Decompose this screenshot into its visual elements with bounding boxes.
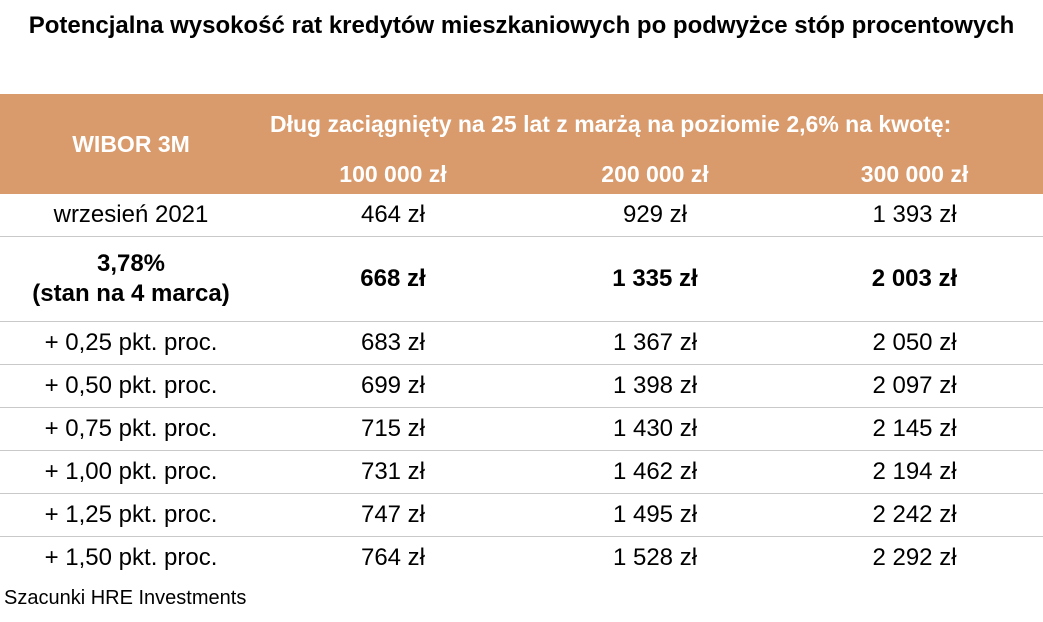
table-cell: 2 292 zł bbox=[786, 536, 1043, 579]
table-header: WIBOR 3M Dług zaciągnięty na 25 lat z ma… bbox=[0, 94, 1043, 194]
row-label-line: + 0,50 pkt. proc. bbox=[44, 372, 218, 399]
table-cell: 2 145 zł bbox=[786, 407, 1043, 451]
row-header-wibor: WIBOR 3M bbox=[0, 94, 262, 194]
table-cell: 2 242 zł bbox=[786, 493, 1043, 537]
row-label-line: + 1,50 pkt. proc. bbox=[44, 544, 218, 571]
group-header: Dług zaciągnięty na 25 lat z marżą na po… bbox=[262, 94, 1043, 154]
column-header-200k: 200 000 zł bbox=[524, 154, 786, 194]
row-label-line: wrzesień 2021 bbox=[53, 201, 209, 228]
table-cell: 1 430 zł bbox=[524, 407, 786, 451]
row-label: + 1,00 pkt. proc. bbox=[0, 450, 262, 494]
table-cell: 1 398 zł bbox=[524, 364, 786, 408]
table-cell: 668 zł bbox=[262, 236, 524, 322]
table-cell: 764 zł bbox=[262, 536, 524, 579]
table-cell: 2 003 zł bbox=[786, 236, 1043, 322]
table-cell: 715 zł bbox=[262, 407, 524, 451]
table-row: + 1,00 pkt. proc. 731 zł 1 462 zł 2 194 zł bbox=[0, 450, 1043, 494]
row-label-line: (stan na 4 marca) bbox=[32, 280, 230, 307]
table-cell: 731 zł bbox=[262, 450, 524, 494]
chart-title: Potencjalna wysokość rat kredytów mieszk… bbox=[28, 12, 1015, 39]
row-label: wrzesień 2021 bbox=[0, 194, 262, 237]
table-cell: 1 335 zł bbox=[524, 236, 786, 322]
table-cell: 929 zł bbox=[622, 201, 688, 228]
table-cell: 1 495 zł bbox=[524, 493, 786, 537]
table-cell: 464 zł bbox=[360, 201, 426, 228]
table-cell: 1 393 zł bbox=[872, 201, 957, 228]
table-cell: 683 zł bbox=[262, 321, 524, 365]
table-row: 3,78% (stan na 4 marca) 668 zł 1 335 zł 2 00… bbox=[0, 236, 1043, 322]
row-label: + 1,50 pkt. proc. bbox=[0, 536, 262, 579]
row-label-line: + 0,75 pkt. proc. bbox=[44, 415, 218, 442]
source-note: Szacunki HRE Investments bbox=[4, 587, 247, 609]
row-label: + 0,75 pkt. proc. bbox=[0, 407, 262, 451]
table-row: wrzesień 2021 464 zł 929 zł 1 393 zł bbox=[0, 194, 1043, 237]
row-label-line: + 1,25 pkt. proc. bbox=[44, 501, 218, 528]
row-label-line: 3,78% bbox=[96, 250, 166, 277]
table-row: + 0,50 pkt. proc. 699 zł 1 398 zł 2 097 zł bbox=[0, 364, 1043, 408]
row-label: + 0,50 pkt. proc. bbox=[0, 364, 262, 408]
table-row: + 0,25 pkt. proc. 683 zł 1 367 zł 2 050 zł bbox=[0, 321, 1043, 365]
table-cell: 1 367 zł bbox=[524, 321, 786, 365]
row-label: + 1,25 pkt. proc. bbox=[0, 493, 262, 537]
row-label-line: + 1,00 pkt. proc. bbox=[44, 458, 218, 485]
row-label-line: + 0,25 pkt. proc. bbox=[44, 329, 218, 356]
table-cell: 2 097 zł bbox=[786, 364, 1043, 408]
table-cell: 2 194 zł bbox=[786, 450, 1043, 494]
table-row: + 0,75 pkt. proc. 715 zł 1 430 zł 2 145 zł bbox=[0, 407, 1043, 451]
column-header-100k: 100 000 zł bbox=[262, 154, 524, 194]
rates-table: WIBOR 3M Dług zaciągnięty na 25 lat z ma… bbox=[0, 94, 1043, 579]
table-body: wrzesień 2021 464 zł 929 zł 1 393 zł 3,78% (s… bbox=[0, 194, 1043, 579]
row-label: + 0,25 pkt. proc. bbox=[0, 321, 262, 365]
table-row: + 1,50 pkt. proc. 764 zł 1 528 zł 2 292 zł bbox=[0, 536, 1043, 579]
table-cell: 1 528 zł bbox=[524, 536, 786, 579]
table-cell: 1 462 zł bbox=[524, 450, 786, 494]
table-cell: 747 zł bbox=[262, 493, 524, 537]
column-header-300k: 300 000 zł bbox=[786, 154, 1043, 194]
row-label: 3,78% (stan na 4 marca) bbox=[0, 236, 262, 322]
table-cell: 699 zł bbox=[262, 364, 524, 408]
table-cell: 2 050 zł bbox=[786, 321, 1043, 365]
table-row: + 1,25 pkt. proc. 747 zł 1 495 zł 2 242 zł bbox=[0, 493, 1043, 537]
